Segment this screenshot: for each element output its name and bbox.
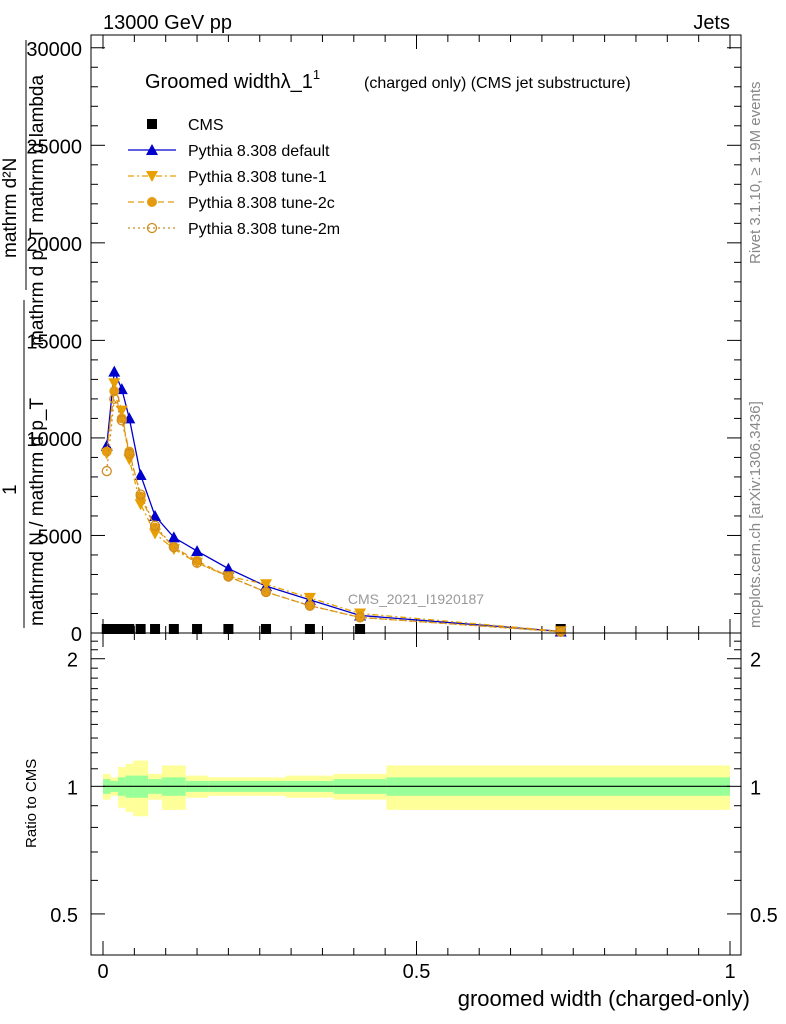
plot-title-rest: (charged only) (CMS jet substructure): [364, 75, 631, 92]
ylabel-frac-num: 1: [0, 484, 21, 495]
header-left: 13000 GeV pp: [103, 12, 232, 34]
main-y-tick-label: 10000: [26, 429, 82, 451]
data-point: [355, 624, 366, 634]
data-point: [168, 542, 180, 553]
data-point: [101, 624, 112, 634]
data-point: [304, 600, 315, 611]
data-point: [303, 592, 316, 604]
data-point: [191, 557, 203, 568]
plot-title-sup: 1: [313, 67, 320, 82]
data-point: [149, 509, 162, 521]
main-y-axis-label: mathrm d²N mathrm d p_T mathrm d lambda …: [0, 40, 48, 628]
main-ticks: [91, 35, 741, 634]
legend-marker: [147, 197, 157, 207]
data-point: [101, 446, 112, 457]
data-point: [192, 624, 203, 634]
legend-label: Pythia 8.308 tune-2m: [188, 221, 340, 238]
data-point: [555, 626, 566, 637]
data-point: [108, 378, 121, 390]
data-point: [134, 468, 147, 480]
main-y-tick-label: 5000: [38, 526, 83, 548]
series-line: [106, 398, 561, 633]
data-point: [304, 624, 315, 634]
main-y-tick-labels: 0 5000 10000 15000 20000 25000 30000: [26, 39, 82, 646]
ratio-y-tick-label-right: 1: [750, 777, 761, 799]
main-y-tick-label: 30000: [26, 39, 82, 61]
series-1: [100, 365, 567, 637]
data-point: [124, 624, 135, 634]
series-line: [106, 369, 561, 633]
main-y-tick-label: 25000: [26, 136, 82, 158]
ratio-y-label: Ratio to CMS: [23, 759, 40, 848]
data-point: [116, 415, 127, 426]
data-point: [354, 612, 366, 623]
data-point: [167, 531, 180, 543]
x-tick-label: 1: [724, 961, 735, 983]
x-tick-label: 0: [97, 961, 108, 983]
x-axis-label: groomed width (charged-only): [458, 986, 750, 1011]
mcplots-label: mcplots.cern.ch [arXiv:1306.3436]: [747, 401, 764, 628]
ratio-y-tick-label-right: 2: [750, 650, 761, 672]
data-point: [222, 562, 235, 574]
ylabel-top-den: mathrm d p_T mathrm d lambda: [27, 75, 48, 346]
x-tick-label: 0.5: [403, 961, 431, 983]
plot-title-main: Groomed widthλ_1: [145, 71, 313, 93]
legend-marker: [146, 222, 158, 234]
data-point: [135, 624, 146, 634]
legend-marker: [147, 119, 157, 129]
main-y-tick-label: 15000: [26, 331, 82, 353]
data-point: [260, 579, 273, 591]
ratio-ticks: [91, 633, 741, 955]
series-line: [106, 390, 561, 633]
data-point: [260, 586, 272, 598]
data-point: [135, 489, 146, 500]
data-point: [168, 624, 179, 634]
data-point: [109, 624, 120, 634]
main-y-tick-label: 0: [71, 624, 82, 646]
legend-label: Pythia 8.308 tune-2c: [188, 195, 335, 212]
data-point: [304, 600, 316, 611]
data-point: [149, 520, 161, 531]
data-point: [261, 624, 272, 634]
data-point: [108, 365, 121, 377]
ratio-tick-labels: 0.5 0.5 1 1 2 2 0 0.5 1: [50, 650, 778, 983]
data-point: [191, 545, 204, 557]
plot-title: Groomed widthλ_11: [145, 67, 320, 93]
ratio-y-tick-label: 2: [67, 650, 78, 672]
ylabel-frac-den: mathrmd N / mathrm d p_T: [27, 398, 48, 626]
data-point: [261, 587, 272, 598]
header-right: Jets: [693, 12, 730, 34]
rivet-label: Rivet 3.1.10, ≥ 1.9M events: [747, 82, 764, 265]
legend-marker: [146, 171, 158, 182]
legend-marker: [146, 144, 158, 155]
data-point: [109, 393, 120, 405]
data-point: [101, 465, 112, 477]
series-line: [106, 383, 561, 632]
ratio-y-tick-label: 0.5: [50, 905, 78, 927]
series-layer: [100, 365, 567, 638]
data-point: [223, 571, 234, 582]
ratio-y-tick-label: 1: [67, 777, 78, 799]
analysis-watermark: CMS_2021_I1920187: [348, 591, 484, 607]
data-point: [116, 624, 127, 634]
legend-label: Pythia 8.308 tune-1: [188, 169, 327, 186]
main-y-tick-label: 20000: [26, 234, 82, 256]
series-4: [101, 393, 566, 637]
data-point: [115, 405, 128, 417]
ratio-bands: [103, 760, 730, 817]
legend-label: Pythia 8.308 default: [188, 143, 330, 160]
legend: CMS Pythia 8.308 default Pythia 8.308 tune…: [128, 117, 340, 238]
series-2: [100, 378, 567, 638]
data-point: [124, 448, 135, 459]
data-point: [109, 386, 120, 397]
data-point: [223, 624, 234, 634]
series-3: [101, 386, 566, 637]
data-point: [150, 624, 161, 634]
legend-label: CMS: [188, 117, 224, 134]
ylabel-top-num: mathrm d²N: [0, 158, 21, 258]
ratio-y-tick-label-right: 0.5: [750, 905, 778, 927]
